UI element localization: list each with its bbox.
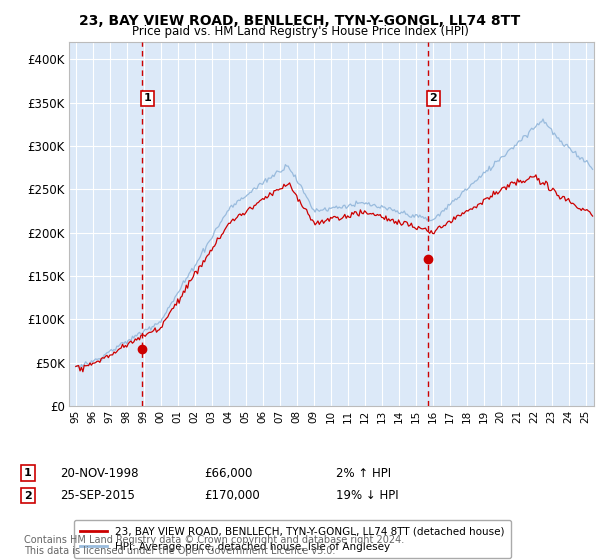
Text: 1: 1	[143, 94, 151, 104]
Text: £170,000: £170,000	[204, 489, 260, 502]
Text: 25-SEP-2015: 25-SEP-2015	[60, 489, 135, 502]
Text: 2: 2	[430, 94, 437, 104]
Text: 1: 1	[24, 468, 32, 478]
Text: 2% ↑ HPI: 2% ↑ HPI	[336, 466, 391, 480]
Text: 23, BAY VIEW ROAD, BENLLECH, TYN-Y-GONGL, LL74 8TT: 23, BAY VIEW ROAD, BENLLECH, TYN-Y-GONGL…	[79, 14, 521, 28]
Legend: 23, BAY VIEW ROAD, BENLLECH, TYN-Y-GONGL, LL74 8TT (detached house), HPI: Averag: 23, BAY VIEW ROAD, BENLLECH, TYN-Y-GONGL…	[74, 520, 511, 558]
Text: 20-NOV-1998: 20-NOV-1998	[60, 466, 139, 480]
Text: £66,000: £66,000	[204, 466, 253, 480]
Text: 2: 2	[24, 491, 32, 501]
Text: Contains HM Land Registry data © Crown copyright and database right 2024.
This d: Contains HM Land Registry data © Crown c…	[24, 535, 404, 557]
Text: 19% ↓ HPI: 19% ↓ HPI	[336, 489, 398, 502]
Text: Price paid vs. HM Land Registry's House Price Index (HPI): Price paid vs. HM Land Registry's House …	[131, 25, 469, 38]
